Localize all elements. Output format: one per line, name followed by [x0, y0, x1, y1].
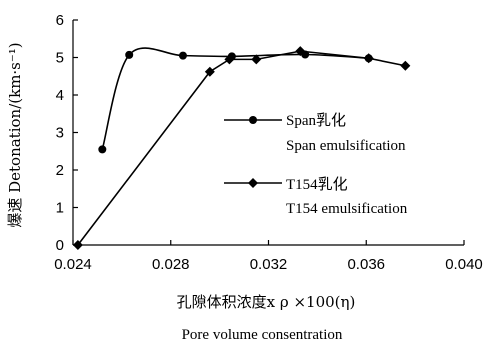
x-ticks: 0.024 0.028 0.032 0.036 0.040 — [54, 240, 483, 273]
data-point-t154 — [295, 46, 306, 57]
data-point-span — [98, 145, 107, 154]
x-tick-label: 0.032 — [250, 256, 288, 273]
data-point-t154 — [224, 54, 235, 65]
y-axis-title: 爆速 Detonation/(km·s⁻¹) — [6, 42, 24, 227]
data-point-span — [178, 51, 187, 60]
data-point-span — [125, 50, 134, 59]
x-tick-label: 0.024 — [54, 256, 92, 273]
series-line-span — [101, 47, 369, 150]
legend-t154-label: T154乳化 — [286, 176, 348, 193]
y-ticks: 0 1 2 3 4 5 6 — [56, 12, 78, 254]
series-layer — [72, 46, 411, 250]
legend-t154-marker — [248, 178, 258, 188]
y-tick-label: 6 — [56, 12, 64, 29]
x-tick-label: 0.028 — [152, 256, 190, 273]
data-point-t154 — [72, 240, 83, 250]
legend-span-marker — [249, 116, 257, 124]
y-tick-label: 3 — [56, 125, 64, 142]
data-point-t154 — [400, 60, 411, 71]
x-axis-title-en: Pore volume consentration — [182, 327, 343, 343]
x-tick-label: 0.040 — [445, 256, 483, 273]
y-tick-label: 1 — [56, 200, 64, 217]
y-tick-label: 2 — [56, 162, 64, 179]
data-point-t154 — [204, 66, 215, 77]
y-tick-label: 5 — [56, 50, 64, 67]
data-point-t154 — [251, 54, 262, 65]
x-axis-title-cn: 孔隙体积浓度x ρ ×100(η) — [177, 293, 356, 311]
data-point-t154 — [363, 53, 374, 64]
legend-span-label: Span乳化 — [286, 112, 346, 129]
x-tick-label: 0.036 — [347, 256, 385, 273]
legend: Span乳化 Span emulsification T154乳化 T154 e… — [224, 112, 408, 217]
y-tick-label: 4 — [56, 87, 64, 104]
legend-span-label-en: Span emulsification — [286, 138, 406, 154]
y-tick-label: 0 — [56, 237, 64, 254]
legend-t154-label-en: T154 emulsification — [286, 201, 408, 217]
